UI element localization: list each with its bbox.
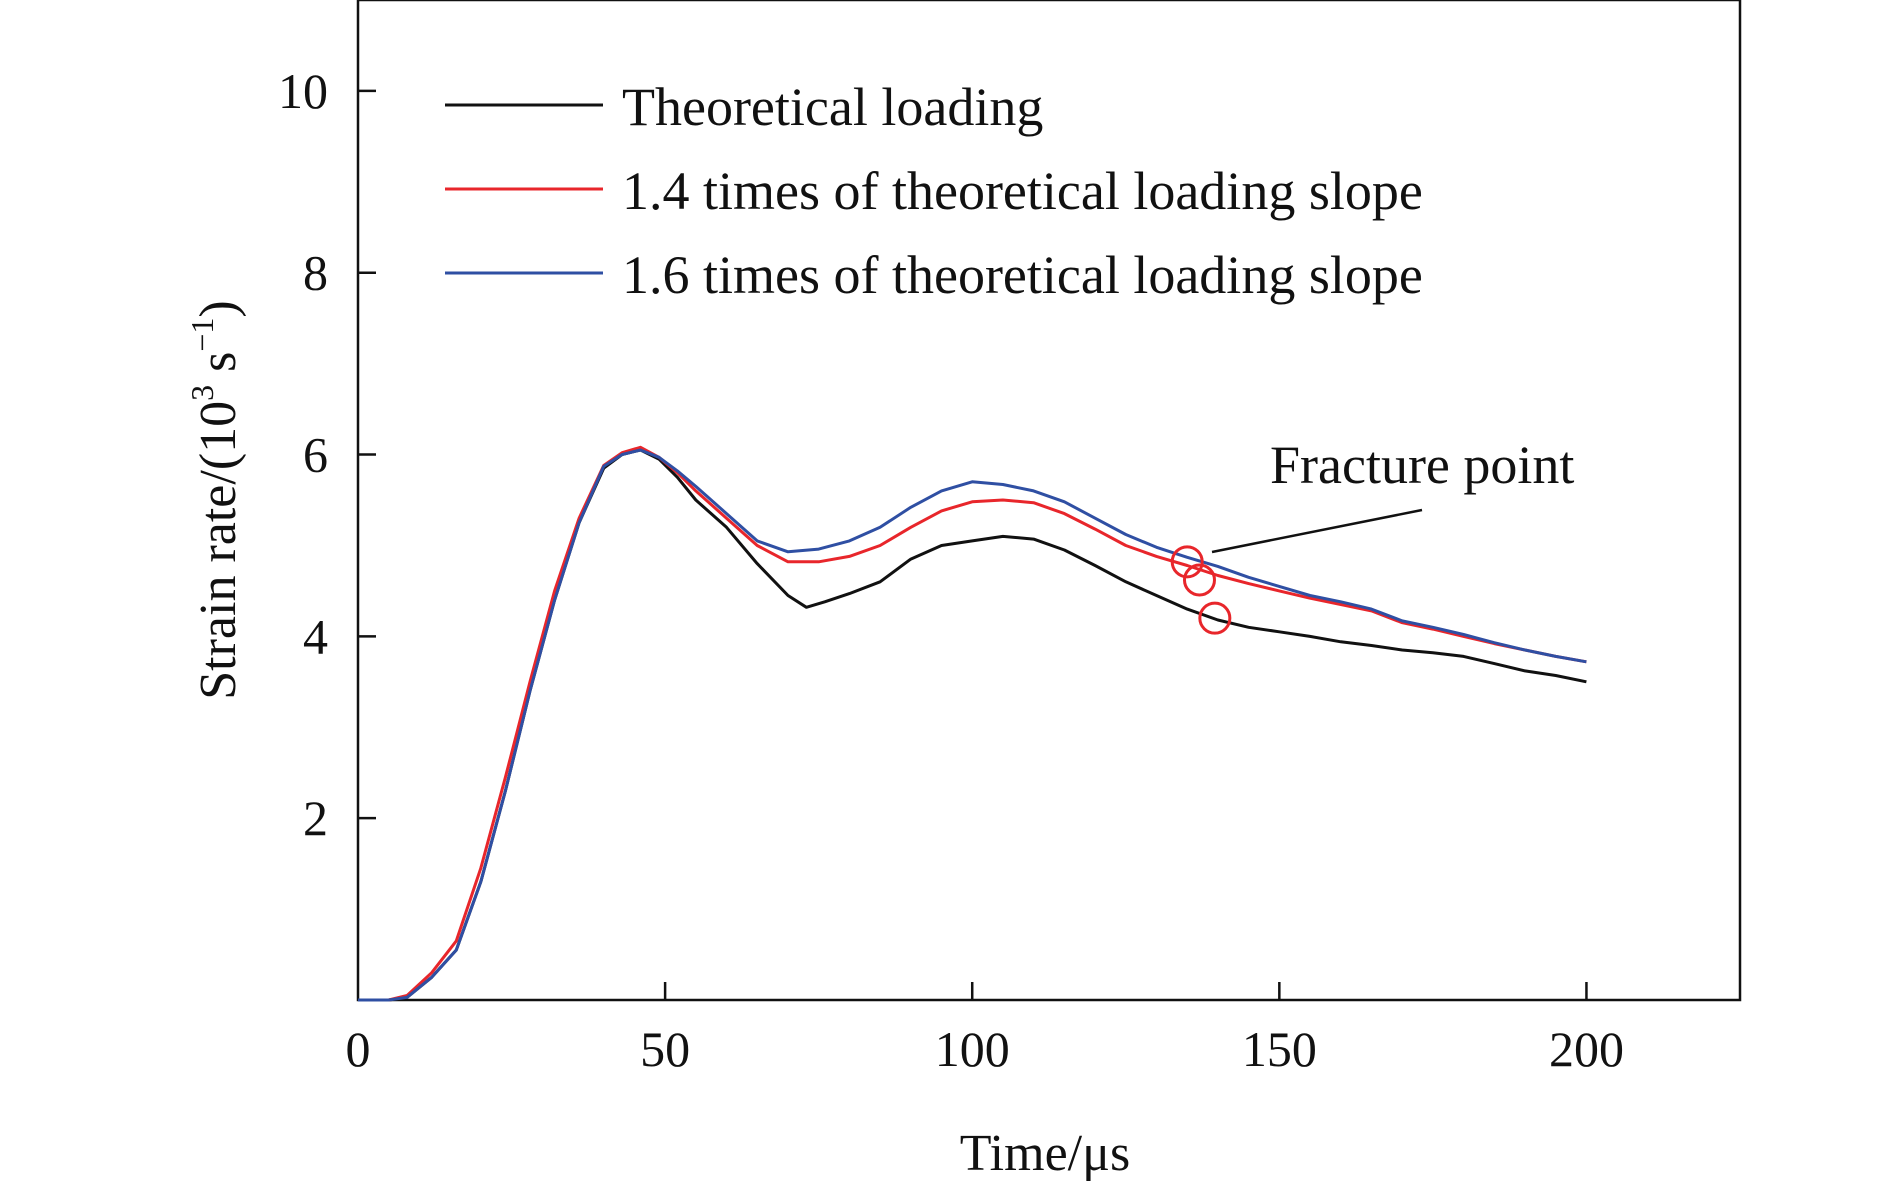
legend-label-0: Theoretical loading — [622, 77, 1043, 137]
y-tick-label-2: 2 — [303, 790, 328, 846]
legend-label-1: 1.4 times of theoretical loading slope — [622, 161, 1423, 221]
y-tick-label-6: 6 — [303, 427, 328, 483]
series-line-2 — [358, 448, 1587, 1002]
x-axis-title: Time/μs — [960, 1125, 1130, 1182]
y-axis-title-mid: s — [190, 352, 247, 385]
series-line-0 — [358, 448, 1587, 1002]
x-tick-label-200: 200 — [1549, 1021, 1624, 1077]
series-lines — [358, 445, 1587, 1002]
y-tick-label-10: 10 — [278, 63, 328, 119]
fracture-markers — [1170, 545, 1232, 635]
y-axis-title-exp2: −1 — [184, 318, 220, 352]
fracture-leader-line — [1211, 508, 1423, 554]
y-axis-title-end: ) — [190, 300, 247, 317]
x-tick-label-150: 150 — [1242, 1021, 1317, 1077]
legend-label-2: 1.6 times of theoretical loading slope — [622, 245, 1423, 305]
axis-ticks — [358, 89, 1588, 1000]
y-axis-title-base: Strain rate/(10 — [190, 401, 247, 700]
plot-frame — [356, 0, 1742, 1002]
fracture-marker-2 — [1198, 601, 1232, 635]
y-axis-title-exp1: 3 — [184, 385, 220, 401]
x-tick-label-50: 50 — [640, 1021, 690, 1077]
y-axis-title: Strain rate/(103 s−1) — [184, 300, 247, 700]
series-line-1 — [358, 445, 1587, 1002]
x-tick-label-100: 100 — [935, 1021, 1010, 1077]
axis-tick-labels: 0 50 100 150 200 2 4 6 8 10 — [278, 63, 1624, 1077]
y-tick-label-8: 8 — [303, 245, 328, 301]
fracture-marker-0 — [1170, 545, 1204, 579]
fracture-marker-1 — [1182, 563, 1216, 597]
fracture-point-label: Fracture point — [1270, 435, 1574, 495]
legend: Theoretical loading 1.4 times of theoret… — [445, 77, 1423, 305]
x-tick-label-0: 0 — [346, 1021, 371, 1077]
y-tick-label-4: 4 — [303, 608, 328, 664]
fracture-annotation: Fracture point — [1170, 435, 1574, 635]
